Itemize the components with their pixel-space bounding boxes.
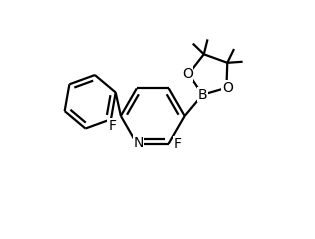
Text: O: O	[182, 67, 193, 81]
Text: F: F	[108, 119, 116, 133]
Text: N: N	[133, 136, 144, 150]
Text: F: F	[174, 137, 182, 151]
Text: B: B	[198, 88, 207, 102]
Text: O: O	[222, 81, 233, 95]
